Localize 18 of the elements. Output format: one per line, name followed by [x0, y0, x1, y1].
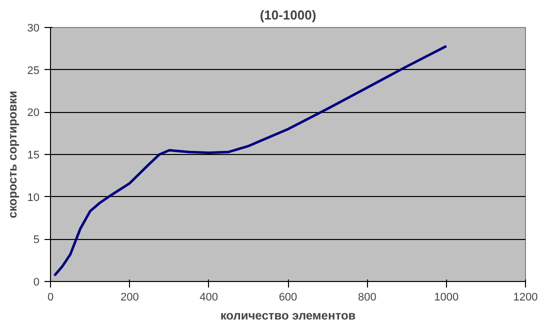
y-axis-title: скорость сортировки [5, 90, 20, 218]
y-tick-label: 10 [27, 192, 40, 204]
x-tick-label: 800 [358, 292, 376, 304]
x-tick-label: 400 [200, 292, 218, 304]
y-tick-label: 20 [27, 107, 40, 120]
y-tick-label: 25 [27, 64, 40, 77]
y-tick-label: 30 [27, 22, 40, 34]
y-tick-label: 5 [33, 234, 40, 246]
chart-title: (10-1000) [260, 8, 316, 22]
x-tick-label: 200 [120, 292, 139, 304]
x-tick-label: 0 [47, 292, 54, 304]
x-tick-label: 1200 [513, 292, 538, 304]
x-axis-title: количество элементов [220, 308, 356, 322]
x-tick-label: 600 [278, 292, 298, 304]
line-series [53, 44, 448, 277]
y-tick-label: 15 [27, 150, 40, 162]
y-tick-label: 0 [33, 276, 40, 288]
x-tick-label: 1000 [434, 292, 459, 304]
